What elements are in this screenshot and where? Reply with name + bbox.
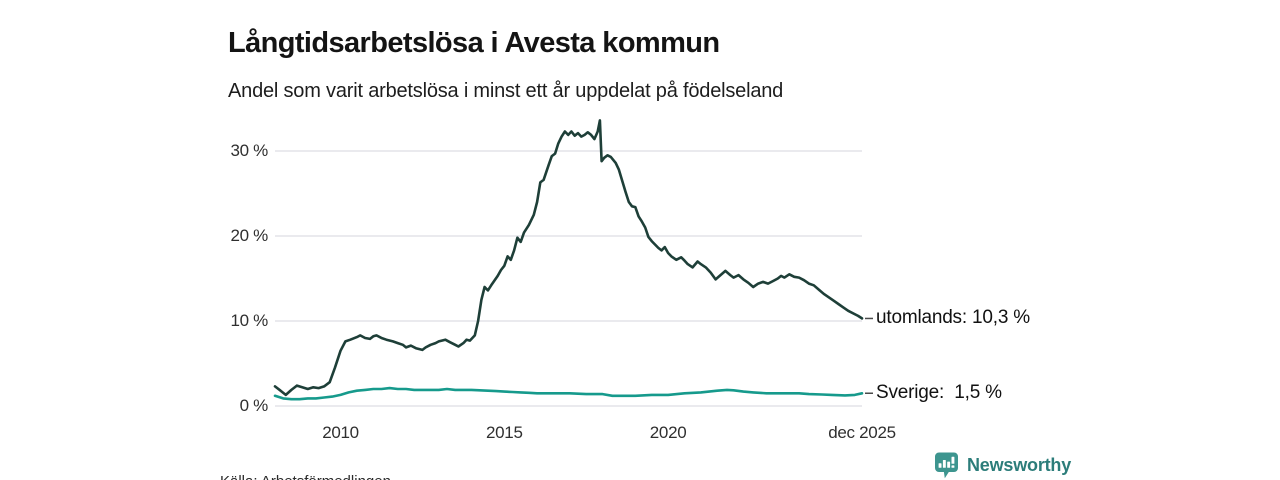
series-end-label-utomlands: utomlands: 10,3 % — [876, 307, 1030, 329]
newsworthy-wordmark: Newsworthy — [967, 454, 1072, 475]
y-tick-label: 20 % — [230, 226, 268, 245]
x-tick-label: dec 2025 — [828, 423, 896, 442]
x-tick-label: 2010 — [322, 423, 359, 442]
y-tick-label: 10 % — [230, 311, 268, 330]
chart-title: Långtidsarbetslösa i Avesta kommun — [228, 27, 720, 60]
newsworthy-logo-icon — [935, 452, 958, 478]
y-tick-label: 0 % — [239, 396, 269, 415]
y-tick-label: 30 % — [230, 141, 268, 160]
series-line-utomlands — [273, 119, 864, 397]
x-tick-label: 2015 — [485, 423, 523, 442]
source-note: Källa: Arbetsförmedlingen — [220, 473, 391, 480]
series-end-label-Sverige: Sverige: 1,5 % — [876, 382, 1002, 404]
x-tick-label: 2020 — [649, 423, 687, 442]
series-line-Sverige — [273, 386, 864, 401]
chart-subtitle: Andel som varit arbetslösa i minst ett å… — [228, 80, 784, 102]
newsworthy-logo: Newsworthy — [934, 451, 1071, 479]
